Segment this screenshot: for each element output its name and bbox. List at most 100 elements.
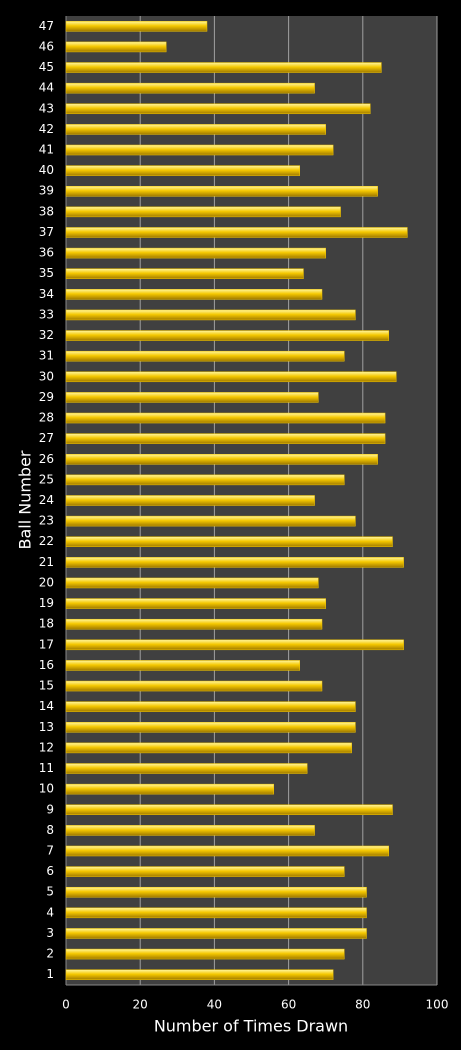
bar [65, 309, 356, 321]
y-tick-label: 45 [39, 60, 54, 74]
y-tick-label: 16 [39, 658, 54, 672]
y-tick-label: 20 [39, 575, 54, 589]
y-axis-title: Ball Number [16, 450, 35, 549]
y-tick-label: 21 [39, 555, 54, 569]
y-tick-label: 6 [46, 864, 54, 878]
bar [65, 722, 356, 733]
x-tick-label: 40 [207, 998, 222, 1012]
y-tick-label: 35 [39, 266, 54, 280]
bar [65, 495, 315, 506]
y-tick-label: 41 [39, 143, 54, 157]
bar [65, 392, 319, 403]
bar [65, 144, 334, 156]
bar [65, 103, 371, 115]
x-tick-label: 100 [426, 998, 449, 1012]
bar [65, 825, 315, 836]
y-tick-label: 29 [39, 390, 54, 404]
x-tick-label: 20 [133, 998, 148, 1012]
bar [65, 474, 345, 486]
y-tick-label: 17 [39, 637, 54, 651]
y-tick-label: 30 [39, 369, 54, 383]
bar [65, 660, 300, 671]
bar [65, 247, 326, 259]
bar [65, 598, 326, 609]
bar [65, 330, 390, 341]
y-tick-label: 1 [46, 967, 54, 981]
bar [65, 21, 208, 32]
bar [65, 206, 341, 218]
bar [65, 763, 308, 774]
bar [65, 783, 275, 795]
y-tick-label: 47 [39, 19, 54, 33]
y-tick-label: 3 [46, 926, 54, 940]
y-tick-label: 5 [46, 885, 54, 899]
y-tick-label: 19 [39, 596, 54, 610]
bar [65, 577, 319, 589]
y-tick-label: 2 [46, 947, 54, 961]
y-tick-label: 23 [39, 514, 54, 528]
y-tick-label: 46 [39, 39, 54, 53]
x-axis-title: Number of Times Drawn [154, 1017, 348, 1036]
bar [65, 618, 323, 630]
y-tick-label: 37 [39, 225, 54, 239]
x-tick-label: 0 [62, 998, 70, 1012]
bar [65, 350, 345, 362]
y-tick-label: 25 [39, 472, 54, 486]
y-tick-label: 8 [46, 823, 54, 837]
bar [65, 165, 300, 176]
y-tick-label: 26 [39, 452, 54, 466]
y-tick-label: 38 [39, 204, 54, 218]
bar [65, 412, 386, 424]
bar [65, 82, 315, 94]
bar [65, 62, 382, 73]
y-tick-label: 43 [39, 101, 54, 115]
y-tick-label: 32 [39, 328, 54, 342]
bar [65, 969, 334, 980]
bar [65, 701, 356, 712]
y-tick-label: 27 [39, 431, 54, 445]
bar [65, 185, 378, 197]
bar [65, 515, 356, 527]
x-tick-label: 60 [281, 998, 296, 1012]
bar [65, 742, 352, 754]
y-tick-label: 22 [39, 534, 54, 548]
y-tick-label: 12 [39, 740, 54, 754]
y-tick-label: 44 [39, 81, 54, 95]
bar [65, 433, 386, 444]
y-tick-label: 39 [39, 184, 54, 198]
y-tick-label: 28 [39, 411, 54, 425]
y-tick-label: 34 [39, 287, 54, 301]
y-tick-label: 14 [39, 699, 54, 713]
bar [65, 41, 167, 53]
bar [65, 948, 345, 960]
bar [65, 845, 390, 857]
y-tick-label: 24 [39, 493, 54, 507]
y-tick-label: 9 [46, 802, 54, 816]
bar [65, 680, 323, 692]
bar [65, 804, 393, 816]
bar [65, 371, 397, 383]
y-tick-label: 31 [39, 349, 54, 363]
y-tick-label: 36 [39, 246, 54, 260]
y-tick-label: 4 [46, 905, 54, 919]
y-tick-label: 15 [39, 679, 54, 693]
bar [65, 928, 367, 939]
bar [65, 268, 304, 279]
y-tick-label: 42 [39, 122, 54, 136]
y-tick-label: 40 [39, 163, 54, 177]
x-tick-label: 80 [355, 998, 370, 1012]
y-tick-label: 13 [39, 720, 54, 734]
bar [65, 124, 326, 135]
bar [65, 454, 378, 465]
bar [65, 536, 393, 547]
y-tick-label: 10 [39, 782, 54, 796]
y-tick-label: 33 [39, 307, 54, 321]
y-tick-label: 7 [46, 843, 54, 857]
bar [65, 886, 367, 898]
y-tick-label: 18 [39, 617, 54, 631]
bar [65, 639, 404, 651]
y-tick-label: 11 [39, 761, 54, 775]
bar [65, 557, 404, 568]
bar [65, 907, 367, 919]
